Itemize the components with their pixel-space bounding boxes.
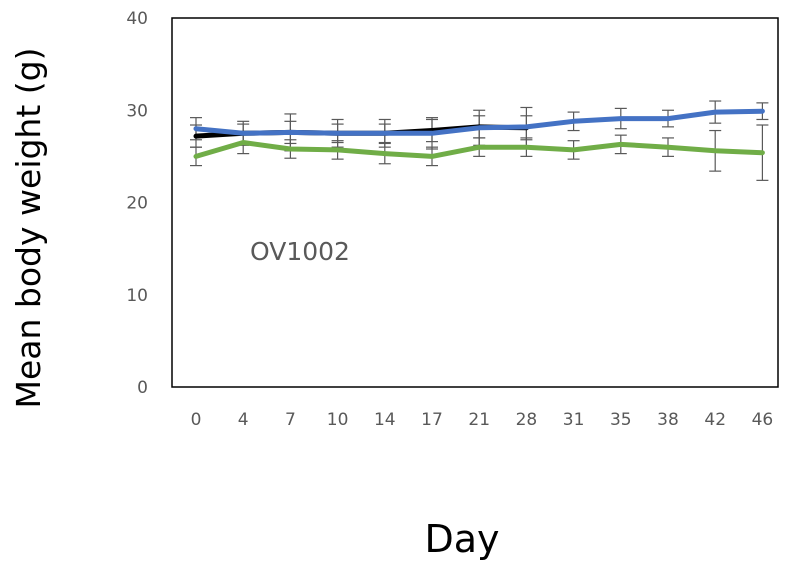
- x-tick-label: 46: [752, 410, 774, 430]
- y-tick-label: 30: [126, 101, 148, 121]
- x-tick-labels: 0 4 7 10 14 17 21 28 31 35 38 42 46: [191, 410, 774, 430]
- y-tick-label: 20: [126, 194, 148, 214]
- annotation-label: OV1002: [250, 237, 350, 266]
- plot-area-frame: [171, 17, 779, 388]
- x-tick-label: 21: [468, 410, 490, 430]
- y-tick-label: 10: [126, 286, 148, 306]
- series-line-3: [193, 140, 765, 159]
- x-axis-title: Day: [424, 517, 499, 561]
- x-tick-label: 0: [191, 410, 202, 430]
- x-tick-label: 28: [516, 410, 538, 430]
- series-line-2: [193, 108, 765, 136]
- x-tick-label: 7: [285, 410, 296, 430]
- x-tick-label: 4: [238, 410, 249, 430]
- y-tick-label: 40: [126, 9, 148, 29]
- x-tick-label: 14: [374, 410, 396, 430]
- y-tick-labels: 0 10 20 30 40: [126, 9, 148, 398]
- series-lines: [193, 108, 765, 159]
- y-tick-label: 0: [137, 378, 148, 398]
- x-tick-label: 31: [563, 410, 585, 430]
- x-tick-label: 17: [421, 410, 443, 430]
- x-tick-label: 10: [327, 410, 349, 430]
- error-bars: [190, 100, 769, 181]
- y-axis-title: Mean body weight (g): [9, 48, 48, 409]
- x-tick-label: 42: [704, 410, 726, 430]
- x-tick-label: 35: [610, 410, 632, 430]
- x-tick-label: 38: [657, 410, 679, 430]
